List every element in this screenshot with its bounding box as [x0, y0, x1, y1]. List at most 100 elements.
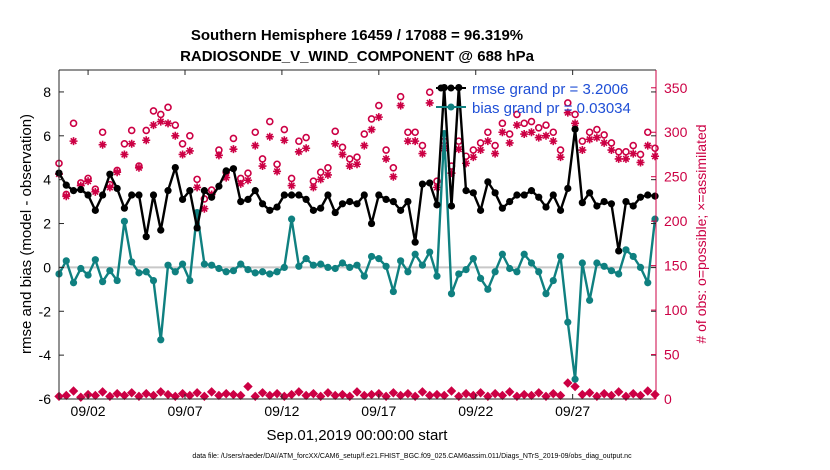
- obs-assimilated-marker: [498, 128, 507, 137]
- obs-bottom-marker: [403, 388, 413, 399]
- obs-possible-marker: [331, 127, 340, 136]
- obs-bottom-marker: [294, 387, 304, 397]
- obs-possible-marker: [404, 128, 412, 137]
- rmse-point: [353, 200, 361, 208]
- obs-bottom-marker: [126, 388, 137, 398]
- rmse-point: [208, 193, 216, 201]
- obs-assimilated-marker: [651, 152, 660, 161]
- obs-possible-marker: [120, 140, 129, 148]
- bias-point: [142, 268, 150, 276]
- obs-assimilated-marker: [338, 150, 347, 159]
- legend-rmse-label: rmse grand pr = 3.2006: [472, 81, 628, 98]
- obs-assimilated-marker: [374, 113, 383, 122]
- y-axis-label: rmse and bias (model - observation): [18, 114, 35, 354]
- rmse-point: [69, 187, 78, 195]
- obs-assimilated-marker: [592, 133, 601, 142]
- bias-point: [520, 250, 528, 258]
- obs-possible-marker: [418, 141, 427, 150]
- obs-bottom-marker: [454, 391, 464, 402]
- rmse-point: [433, 201, 441, 209]
- obs-bottom-marker: [570, 381, 580, 392]
- obs-possible-marker: [142, 126, 151, 135]
- obs-bottom-marker: [105, 391, 115, 402]
- rmse-point: [556, 206, 565, 214]
- bias-point: [404, 268, 412, 276]
- bias-point: [353, 261, 361, 269]
- obs-possible-marker: [360, 130, 369, 138]
- obs-possible-marker: [273, 160, 281, 169]
- obs-assimilated-marker: [62, 192, 71, 201]
- obs-assimilated-marker: [185, 146, 194, 155]
- obs-assimilated-marker: [265, 132, 274, 141]
- obs-assimilated-marker: [316, 175, 325, 184]
- obs-possible-marker: [178, 140, 187, 148]
- obs-assimilated-marker: [549, 137, 558, 146]
- bias-point: [287, 215, 296, 223]
- x-tick-label: 09/12: [264, 403, 299, 419]
- legend-bias-marker: [447, 103, 455, 111]
- bias-point: [447, 290, 456, 298]
- bias-point: [462, 265, 470, 274]
- obs-bottom-marker: [446, 386, 457, 396]
- rmse-point: [178, 195, 187, 204]
- obs-bottom-marker: [548, 388, 558, 399]
- rmse-point: [520, 191, 528, 199]
- obs-assimilated-marker: [505, 138, 514, 147]
- rmse-point: [426, 179, 434, 187]
- bias-point: [469, 255, 477, 263]
- obs-possible-marker: [156, 110, 165, 119]
- obs-possible-marker: [389, 164, 398, 172]
- obs-bottom-marker: [315, 391, 326, 402]
- rmse-point: [186, 187, 194, 195]
- obs-assimilated-marker: [600, 138, 609, 147]
- obs-assimilated-marker: [621, 154, 630, 163]
- bias-point: [484, 285, 492, 293]
- bias-point: [360, 272, 368, 280]
- bias-point: [309, 261, 318, 269]
- rmse-point: [62, 181, 70, 189]
- bias-point: [317, 260, 325, 268]
- obs-assimilated-marker: [345, 162, 354, 171]
- obs-assimilated-marker: [331, 139, 340, 148]
- rmse-point: [535, 193, 543, 201]
- obs-assimilated-marker: [614, 154, 623, 163]
- obs-assimilated-marker: [476, 146, 485, 155]
- rmse-point: [615, 247, 623, 255]
- obs-assimilated-marker: [273, 167, 282, 176]
- obs-possible-marker: [251, 128, 260, 137]
- bias-point: [324, 263, 332, 271]
- bias-point: [433, 272, 441, 280]
- bias-point: [106, 267, 114, 275]
- rmse-point: [549, 191, 557, 199]
- bias-point: [600, 262, 608, 270]
- chart-title-line2: RADIOSONDE_V_WIND_COMPONENT @ 688 hPa: [180, 48, 535, 65]
- obs-possible-marker: [622, 148, 630, 156]
- obs-assimilated-marker: [142, 136, 151, 145]
- obs-assimilated-marker: [367, 125, 376, 134]
- obs-possible-marker: [614, 148, 623, 156]
- rmse-point: [317, 204, 325, 212]
- obs-assimilated-marker: [396, 101, 405, 110]
- obs-assimilated-marker: [156, 117, 165, 126]
- rmse-point: [222, 167, 230, 175]
- bias-point: [99, 278, 107, 286]
- bias-point: [615, 270, 623, 278]
- y-tick-label: 6: [43, 128, 51, 144]
- obs-possible-marker: [338, 143, 347, 152]
- obs-assimilated-marker: [360, 141, 369, 150]
- obs-assimilated-marker: [113, 168, 122, 177]
- obs-possible-marker: [425, 88, 434, 97]
- bias-point: [607, 267, 616, 275]
- obs-possible-marker: [607, 139, 616, 147]
- obs-bottom-marker: [599, 388, 609, 399]
- obs-bottom-marker: [512, 391, 522, 402]
- obs-bottom-marker: [206, 387, 217, 397]
- obs-possible-marker: [534, 123, 543, 132]
- bias-point: [367, 252, 376, 261]
- rmse-point: [484, 178, 492, 186]
- bias-point: [266, 270, 274, 278]
- rmse-point: [237, 198, 245, 206]
- obs-assimilated-marker: [309, 183, 318, 192]
- rmse-point: [120, 204, 129, 212]
- legend: rmse grand pr = 3.2006 bias grand pr = 0…: [436, 81, 631, 117]
